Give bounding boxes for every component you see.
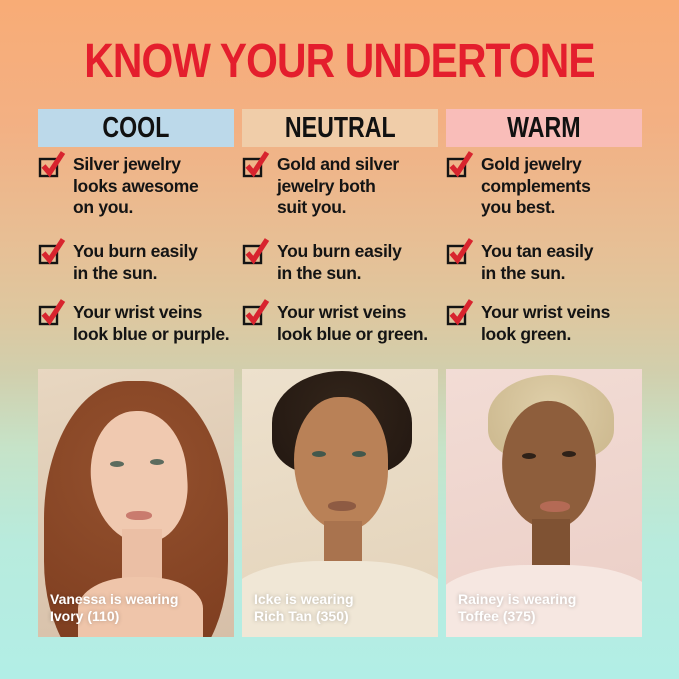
model-jacket <box>242 561 438 637</box>
model-eye <box>522 453 536 459</box>
model-lips <box>126 511 152 520</box>
checked-checkbox-icon <box>242 151 270 178</box>
model-lips <box>328 501 356 511</box>
checked-checkbox-icon <box>446 238 474 265</box>
model-photo-icke: Icke is wearing Rich Tan (350) <box>242 369 438 637</box>
checked-checkbox-icon <box>38 299 66 326</box>
checklist-item: Gold and silver jewelry both suit you. <box>242 151 399 219</box>
checklist-cool: Silver jewelry looks awesome on you. You… <box>38 150 238 364</box>
checked-checkbox-icon <box>242 238 270 265</box>
checklist-item: You burn easily in the sun. <box>38 238 198 284</box>
header-cool-label: COOL <box>102 111 170 144</box>
checklist-neutral: Gold and silver jewelry both suit you. Y… <box>242 150 442 364</box>
photo-caption: Icke is wearing Rich Tan (350) <box>254 591 354 624</box>
checklist-item-text: Your wrist veins look green. <box>481 302 611 344</box>
model-photo-vanessa: Vanessa is wearing Ivory (110) <box>38 369 234 637</box>
checklist-item-text: Your wrist veins look blue or purple. <box>73 302 230 344</box>
model-photo-rainey: Rainey is wearing Toffee (375) <box>446 369 642 637</box>
checked-checkbox-icon <box>242 299 270 326</box>
model-top <box>446 565 642 637</box>
checklist-item-text: You tan easily in the sun. <box>481 241 594 283</box>
model-eye <box>110 461 124 467</box>
checklist-item-text: You burn easily in the sun. <box>277 241 402 283</box>
checklist-item: Silver jewelry looks awesome on you. <box>38 151 199 219</box>
checklist-warm: Gold jewelry complements you best. You t… <box>446 150 646 364</box>
model-eye <box>352 451 366 457</box>
checked-checkbox-icon <box>38 151 66 178</box>
header-neutral: NEUTRAL <box>242 109 438 147</box>
checklist-item: Gold jewelry complements you best. <box>446 151 591 219</box>
checked-checkbox-icon <box>446 151 474 178</box>
checklist-item: Your wrist veins look green. <box>446 299 611 345</box>
model-lips <box>540 501 570 512</box>
checked-checkbox-icon <box>38 238 66 265</box>
checklist-item: You tan easily in the sun. <box>446 238 594 284</box>
checklist-item: Your wrist veins look blue or purple. <box>38 299 230 345</box>
header-warm-label: WARM <box>507 111 581 144</box>
checklist-item-text: Your wrist veins look blue or green. <box>277 302 428 344</box>
header-warm: WARM <box>446 109 642 147</box>
checklist-item-text: Gold jewelry complements you best. <box>481 154 591 217</box>
model-eye <box>150 459 164 465</box>
model-shoulders <box>78 577 203 637</box>
page-title: KNOW YOUR UNDERTONE <box>84 35 595 88</box>
checklist-item: Your wrist veins look blue or green. <box>242 299 428 345</box>
checklist-item: You burn easily in the sun. <box>242 238 402 284</box>
checklist-item-text: Gold and silver jewelry both suit you. <box>277 154 399 217</box>
photo-caption: Rainey is wearing Toffee (375) <box>458 591 577 624</box>
checklist-item-text: Silver jewelry looks awesome on you. <box>73 154 199 217</box>
checklist-item-text: You burn easily in the sun. <box>73 241 198 283</box>
photo-caption: Vanessa is wearing Ivory (110) <box>50 591 179 624</box>
model-eye <box>312 451 326 457</box>
header-neutral-label: NEUTRAL <box>284 111 396 144</box>
checked-checkbox-icon <box>446 299 474 326</box>
model-eye <box>562 451 576 457</box>
header-cool: COOL <box>38 109 234 147</box>
